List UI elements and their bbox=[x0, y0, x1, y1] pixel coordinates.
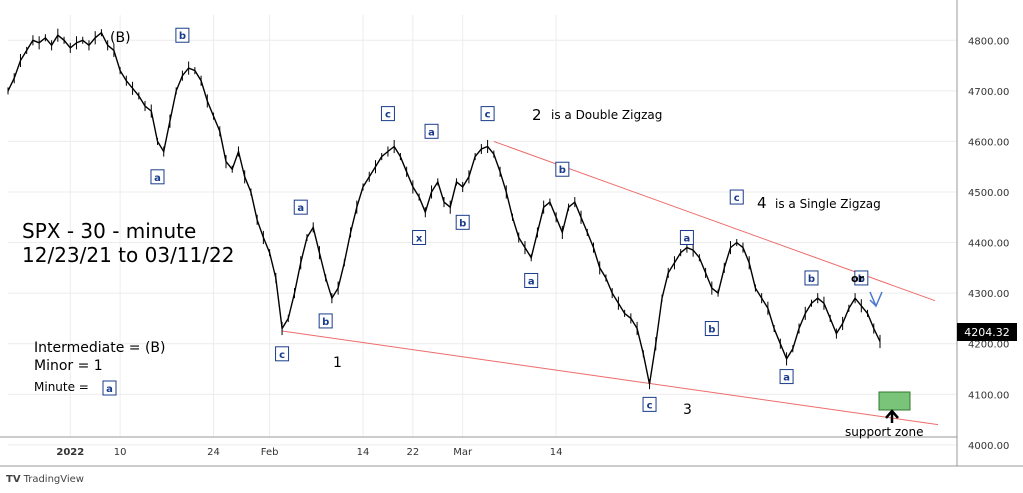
wave-label-text: b bbox=[559, 165, 566, 176]
wave-1-label: 1 bbox=[333, 355, 342, 371]
chart-grid bbox=[0, 0, 1023, 467]
wave-label-box: a bbox=[150, 169, 165, 185]
last-price-badge bbox=[957, 323, 1017, 341]
wave-label-text: a bbox=[783, 373, 790, 384]
wave-label-box: a bbox=[293, 199, 308, 215]
wave-label-text: c bbox=[385, 110, 391, 121]
last-price-label: 4204.32 bbox=[964, 326, 1010, 339]
x-tick-label: 2022 bbox=[56, 447, 84, 458]
wave-label-box: c bbox=[380, 106, 395, 122]
y-tick-label: 4100.00 bbox=[968, 390, 1009, 401]
wave-2-label: 2 bbox=[532, 106, 542, 124]
x-axis: 2022 10 24 Feb 14 22 Mar 14 bbox=[56, 447, 562, 458]
wave-label-text: c bbox=[647, 400, 653, 411]
y-tick-label: 4500.00 bbox=[968, 188, 1009, 199]
wave-label-text: b bbox=[322, 317, 329, 328]
y-tick-label: 4800.00 bbox=[968, 36, 1009, 47]
chart-title-line2: 12/23/21 to 03/11/22 bbox=[22, 243, 234, 267]
x-tick-label: 14 bbox=[550, 447, 563, 458]
wave-label-box: b bbox=[704, 321, 719, 337]
price-series bbox=[7, 28, 881, 390]
wave-label-text: a bbox=[297, 203, 304, 214]
y-tick-label: 4700.00 bbox=[968, 87, 1009, 98]
wave-label-text: a bbox=[528, 276, 535, 287]
lower-trend-line bbox=[281, 330, 939, 426]
x-tick-label: Mar bbox=[453, 447, 473, 458]
wave-label-text: c bbox=[485, 110, 491, 121]
support-arrow-icon bbox=[885, 409, 899, 423]
x-tick-label: 14 bbox=[357, 447, 370, 458]
wave-2-note: is a Double Zigzag bbox=[551, 108, 662, 122]
wave-label-text: b bbox=[459, 218, 466, 229]
wave-label-box: a bbox=[424, 123, 439, 139]
y-tick-label: 4400.00 bbox=[968, 239, 1009, 250]
x-tick-label: Feb bbox=[261, 447, 279, 458]
wave-label-text: c bbox=[279, 350, 285, 361]
wave-label-text: b bbox=[708, 325, 715, 336]
wave-label-text: b bbox=[808, 274, 815, 285]
wave-label-box: x bbox=[412, 230, 427, 245]
wave-labels: b a c a b c a x b c b a c a b c a b b bbox=[150, 27, 869, 412]
wave-label-box: a bbox=[779, 369, 794, 385]
wave-label-box: b bbox=[555, 161, 570, 177]
wave-label-text: x bbox=[416, 234, 423, 245]
wave-label-box: c bbox=[480, 106, 495, 122]
or-label: or bbox=[851, 272, 865, 285]
x-tick-label: 22 bbox=[406, 447, 419, 458]
trend-lines bbox=[281, 140, 939, 426]
wave-label-box: a bbox=[524, 272, 539, 288]
y-tick-label: 4600.00 bbox=[968, 137, 1009, 148]
wave-label-box: b bbox=[318, 313, 333, 329]
wave-label-box: c bbox=[729, 189, 744, 205]
y-tick-label: 4300.00 bbox=[968, 289, 1009, 300]
legend-minute: Minute = bbox=[34, 380, 89, 394]
wave-label-text: b bbox=[858, 274, 865, 285]
legend-intermediate: Intermediate = (B) bbox=[34, 340, 165, 356]
tradingview-attribution: TV TradingView bbox=[6, 474, 84, 485]
wave-label-box: b bbox=[854, 270, 869, 286]
wave-4-note: is a Single Zigzag bbox=[775, 197, 881, 211]
y-axis: 4000.00 4100.00 4200.00 4300.00 4400.00 4500.… bbox=[968, 36, 1009, 452]
down-arrow-icon bbox=[869, 291, 883, 308]
wave-label-box: c bbox=[642, 396, 657, 412]
wave-label-box: a bbox=[679, 230, 694, 245]
wave-4-label: 4 bbox=[757, 194, 767, 212]
chart-title-line1: SPX - 30 - minute bbox=[22, 219, 196, 243]
wave-label-text: b bbox=[179, 31, 186, 42]
x-tick-label: 10 bbox=[114, 447, 127, 458]
legend-minute-box: a bbox=[102, 380, 117, 396]
wave-label-text: a bbox=[428, 127, 435, 138]
x-tick-label: 24 bbox=[207, 447, 220, 458]
y-tick-label: 4000.00 bbox=[968, 441, 1009, 452]
wave-label-text: a bbox=[684, 234, 691, 245]
wave-3-label: 3 bbox=[683, 402, 692, 418]
svg-text:a: a bbox=[106, 384, 113, 395]
support-zone-label: support zone bbox=[845, 425, 924, 439]
wave-label-box: b bbox=[804, 270, 819, 286]
support-zone-box bbox=[878, 391, 911, 411]
wave-label-box: b bbox=[175, 27, 190, 43]
label-B: (B) bbox=[110, 30, 131, 46]
wave-label-text: a bbox=[154, 173, 161, 184]
wave-label-box: b bbox=[455, 214, 470, 230]
legend-minor: Minor = 1 bbox=[34, 358, 103, 374]
wave-label-text: c bbox=[734, 193, 740, 204]
y-tick-label: 4200.00 bbox=[968, 340, 1009, 351]
spx-price-line bbox=[7, 31, 881, 385]
wave-label-box: c bbox=[275, 346, 290, 362]
